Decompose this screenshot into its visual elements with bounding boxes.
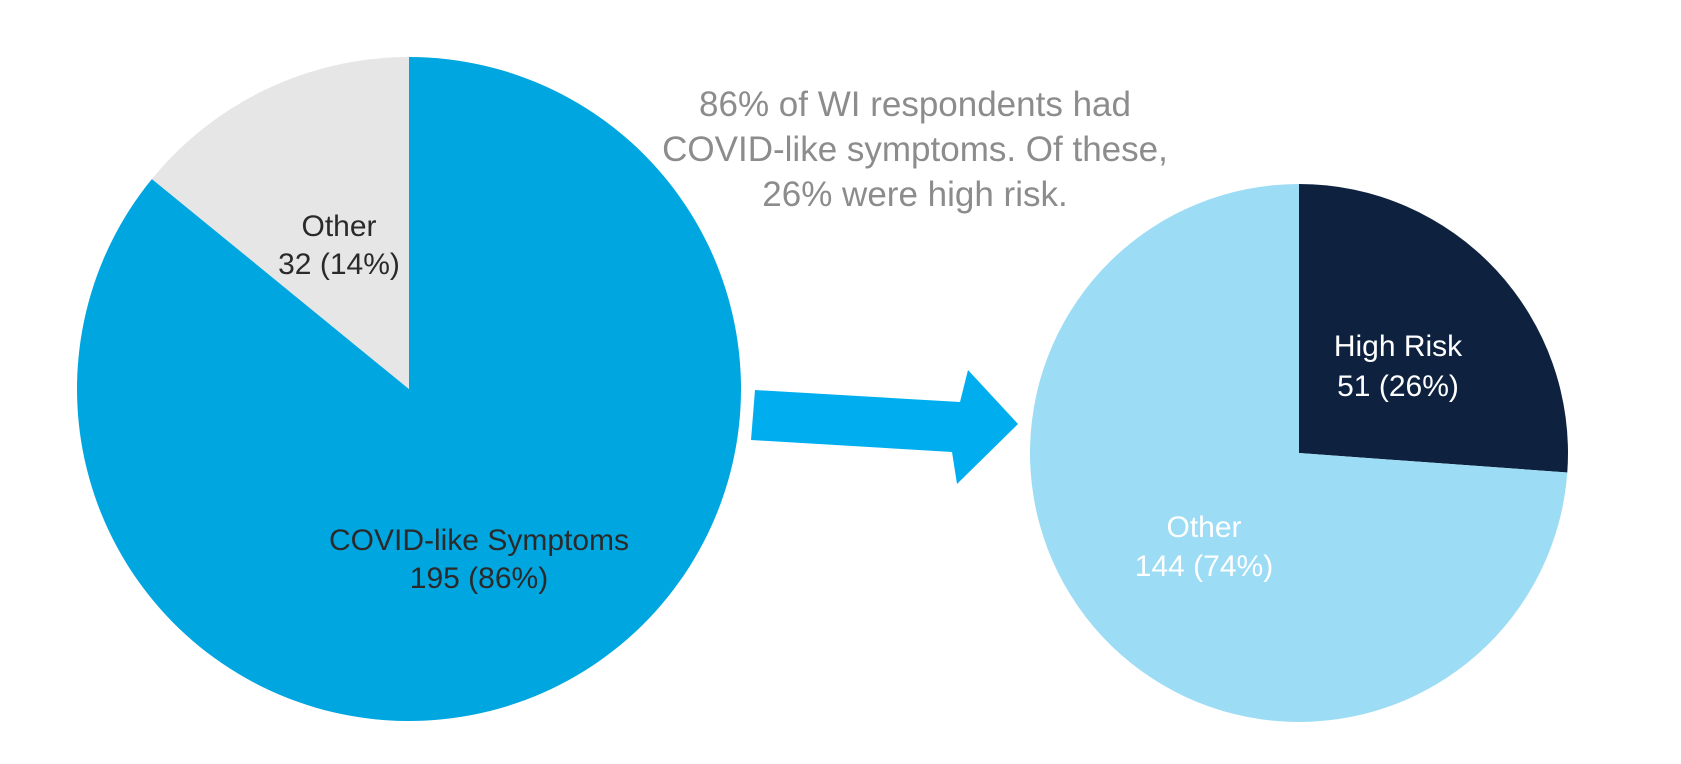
slice-value-other-right: 144 (74%) — [1135, 550, 1273, 583]
slice-value-other-left: 32 (14%) — [278, 248, 400, 281]
slice-value-high-risk: 51 (26%) — [1337, 370, 1459, 403]
pie-slice-other-right — [1029, 184, 1568, 722]
arrow-right-icon — [751, 370, 1018, 484]
slice-label-high-risk: High Risk — [1334, 330, 1463, 363]
slice-label-other-right: Other — [1166, 511, 1241, 544]
slice-value-covid-like-symptoms: 195 (86%) — [410, 562, 548, 595]
annotation-text: 86% of WI respondents had COVID-like sym… — [662, 85, 1168, 214]
pie-slice-high-risk — [1299, 184, 1568, 473]
pie-slice-other-left — [151, 57, 409, 389]
pie-chart-left: COVID-like Symptoms 195 (86%) Other 32 (… — [77, 57, 742, 721]
pie-chart-right: High Risk 51 (26%) Other 144 (74%) — [1029, 184, 1568, 722]
pie-slice-covid-like-symptoms — [77, 57, 742, 721]
slice-label-covid-like-symptoms: COVID-like Symptoms — [329, 524, 629, 557]
slice-label-other-left: Other — [301, 210, 376, 243]
